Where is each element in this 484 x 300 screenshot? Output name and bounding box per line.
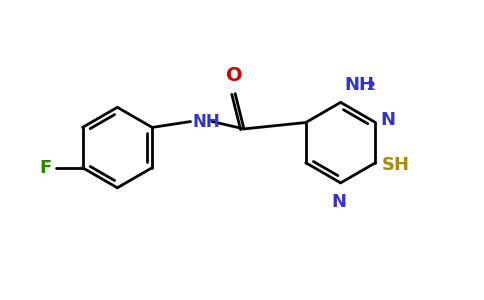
Text: N: N bbox=[380, 111, 395, 129]
Text: NH: NH bbox=[345, 76, 375, 94]
Text: SH: SH bbox=[381, 156, 409, 174]
Text: N: N bbox=[331, 193, 346, 211]
Text: O: O bbox=[226, 66, 242, 85]
Text: F: F bbox=[39, 159, 52, 177]
Text: NH: NH bbox=[193, 113, 220, 131]
Text: 2: 2 bbox=[367, 80, 376, 93]
